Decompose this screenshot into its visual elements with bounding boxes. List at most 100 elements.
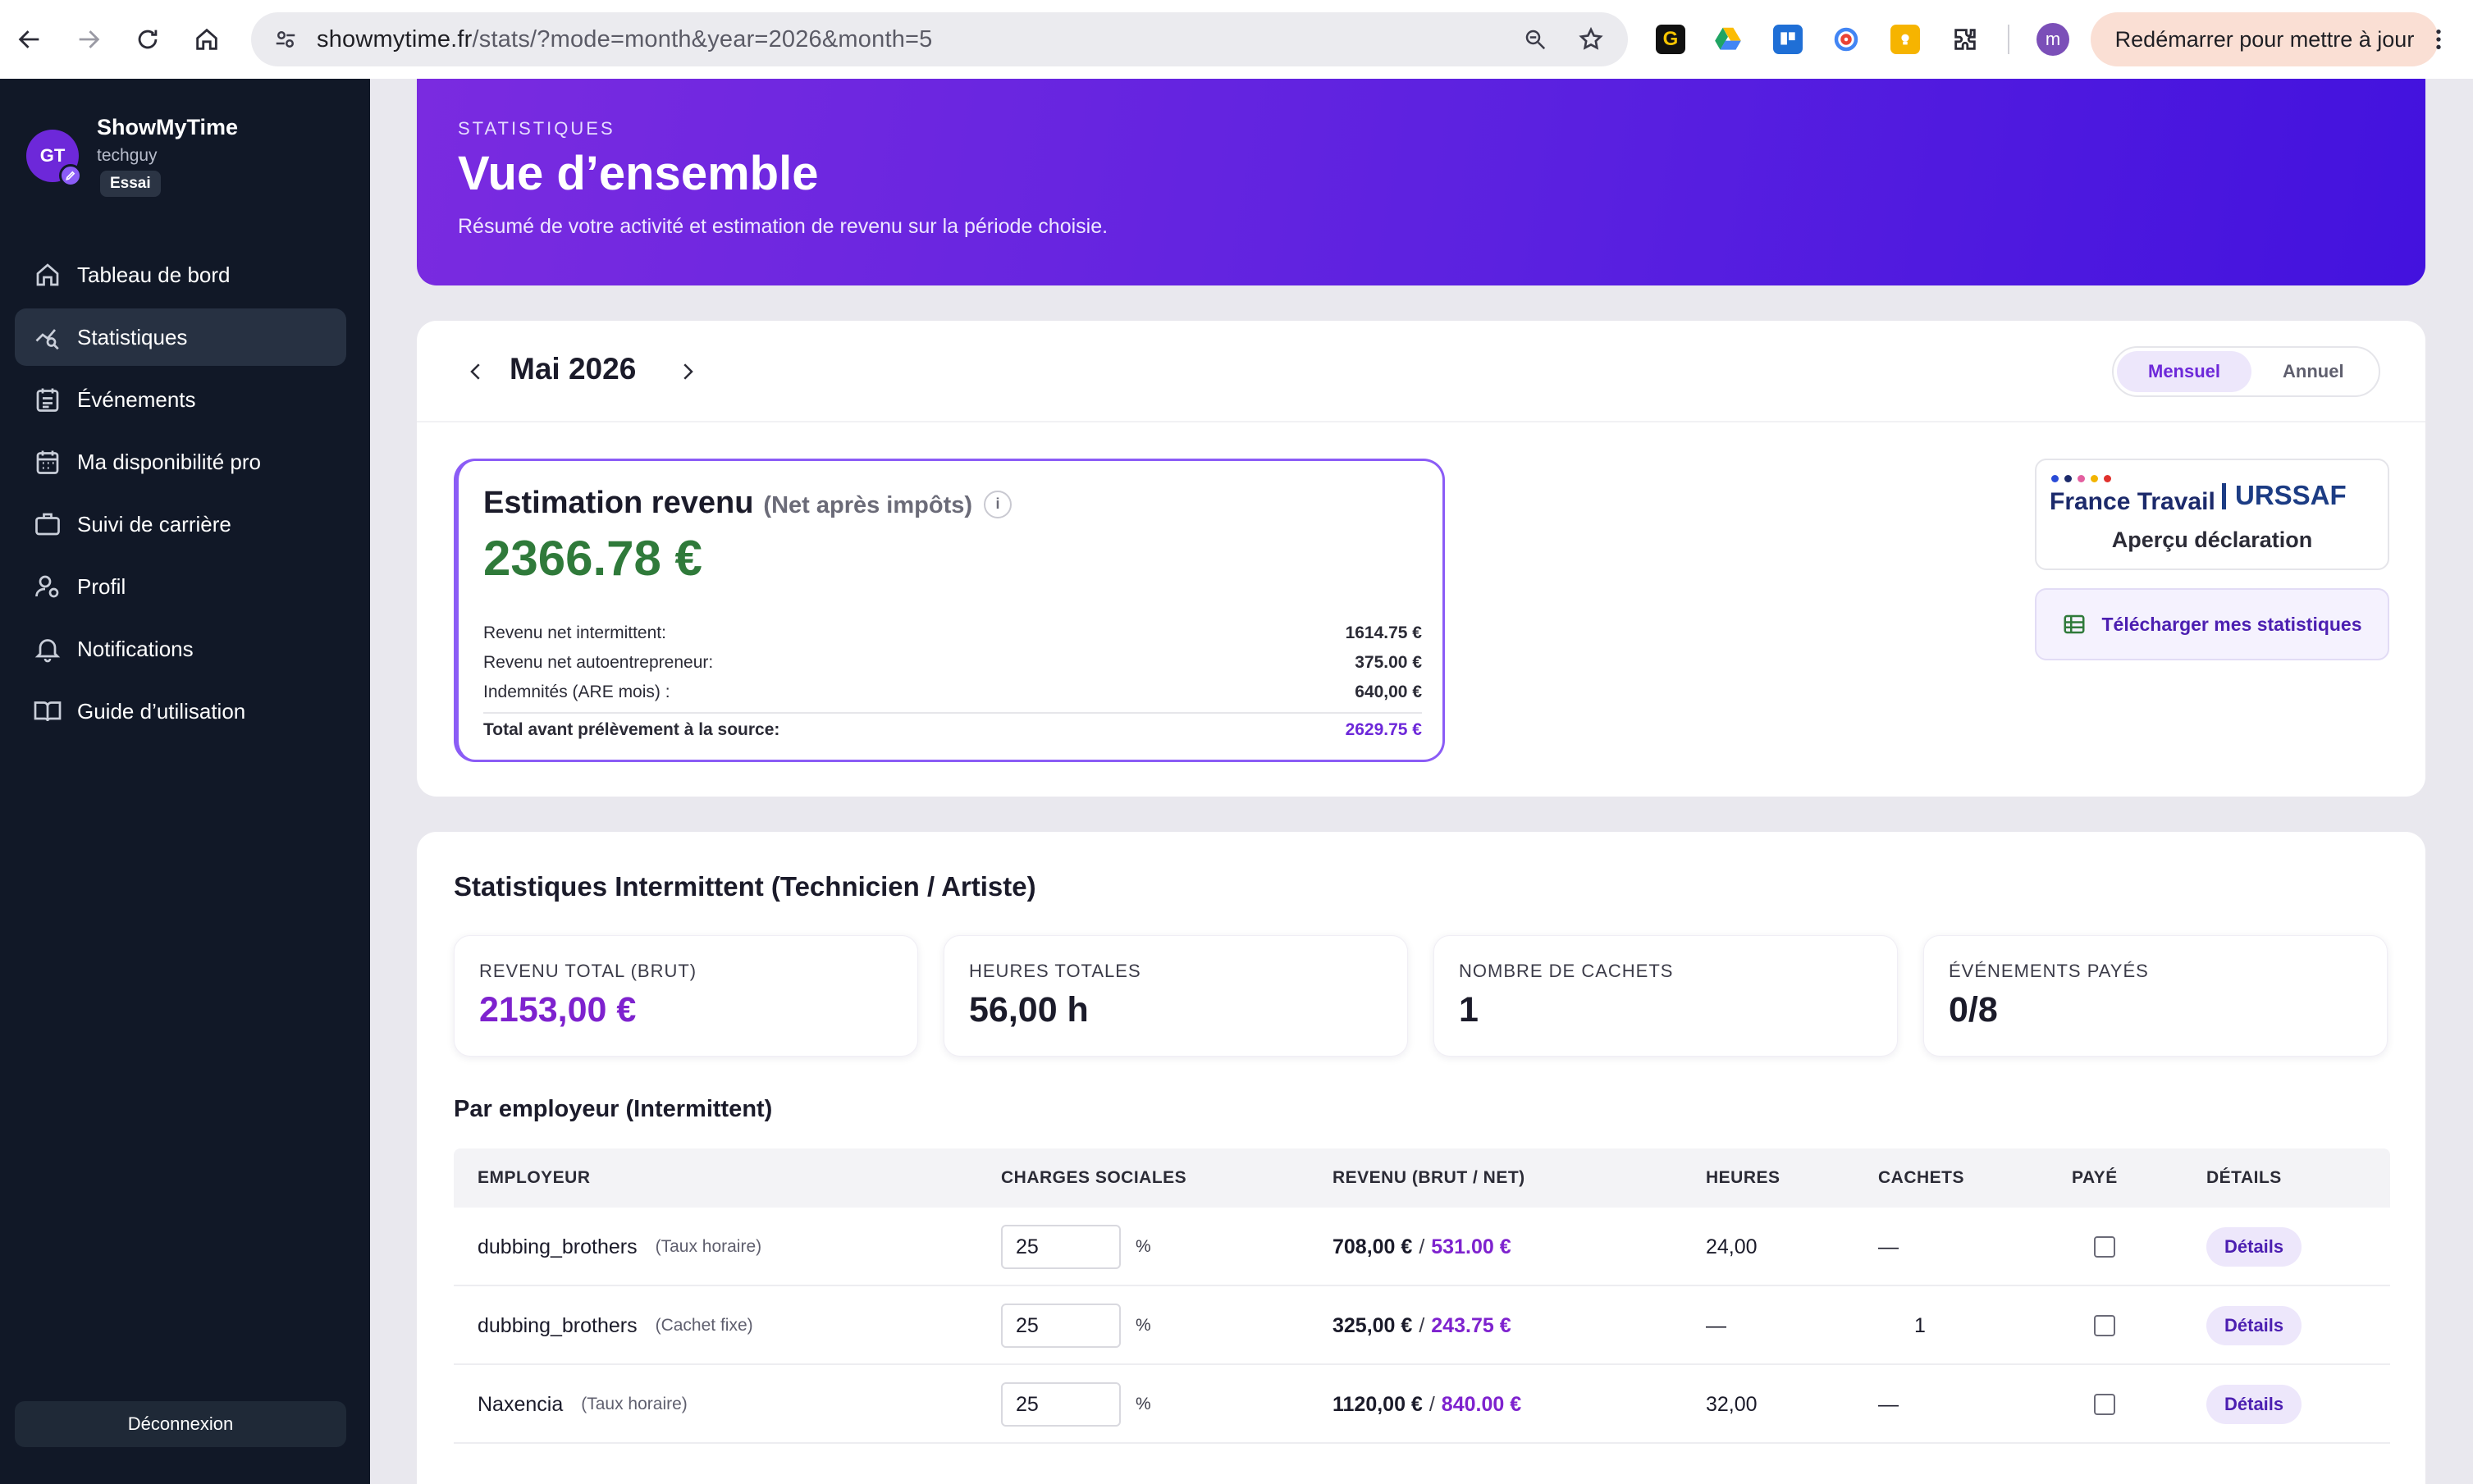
stat-label: ÉVÉNEMENTS PAYÉS — [1949, 961, 2149, 981]
grammarly-extension-icon[interactable]: G — [1651, 20, 1690, 59]
cachets-cell: — — [1878, 1392, 1899, 1416]
period-mode-toggle: Mensuel Annuel — [2112, 346, 2380, 397]
revenue-cell: 325,00 €/243.75 € — [1332, 1313, 1511, 1337]
estimate-title: Estimation revenu (Net après impôts) i — [483, 486, 1013, 521]
reload-icon[interactable] — [125, 16, 171, 62]
chart-search-icon — [35, 329, 59, 350]
employer-table: EMPLOYEUR CHARGES SOCIALES REVENU (BRUT … — [454, 1148, 2390, 1444]
back-icon[interactable] — [7, 16, 53, 62]
charges-cell: 25% — [1001, 1208, 1151, 1286]
mode-monthly-button[interactable]: Mensuel — [2117, 351, 2252, 392]
details-button[interactable]: Détails — [2206, 1306, 2302, 1345]
keep-extension-icon[interactable] — [1886, 20, 1925, 59]
edit-avatar-icon[interactable] — [59, 164, 82, 187]
mode-annual-button[interactable]: Annuel — [2283, 361, 2344, 381]
sidebar-item-guide[interactable]: Guide d’utilisation — [15, 683, 346, 740]
paid-checkbox[interactable] — [2094, 1394, 2115, 1415]
stat-paid-events: ÉVÉNEMENTS PAYÉS 0/8 — [1923, 935, 2388, 1057]
sidebar-item-label: Événements — [77, 386, 196, 412]
download-stats-label: Télécharger mes statistiques — [2101, 613, 2362, 635]
stat-label: NOMBRE DE CACHETS — [1459, 961, 1674, 981]
paid-checkbox[interactable] — [2094, 1315, 2115, 1336]
estimate-breakdown: Revenu net intermittent: 1614.75 € Revenu… — [483, 619, 1422, 742]
sidebar-item-events[interactable]: Événements — [15, 371, 346, 428]
sidebar-item-career[interactable]: Suivi de carrière — [15, 495, 346, 553]
google-lens-extension-icon[interactable] — [1826, 20, 1866, 59]
estimate-row: Indemnités (ARE mois) :640,00 € — [483, 683, 1422, 701]
column-header-details: DÉTAILS — [2206, 1168, 2282, 1187]
period-title: Mai 2026 — [510, 352, 637, 386]
sidebar-item-label: Tableau de bord — [77, 262, 231, 287]
urssaf-logo: URSSAF — [2235, 480, 2347, 510]
paid-cell — [2094, 1365, 2115, 1444]
paid-cell — [2094, 1208, 2115, 1286]
stat-value: 0/8 — [1949, 990, 1998, 1030]
column-header-paid: PAYÉ — [2072, 1168, 2118, 1187]
charges-cell: 25% — [1001, 1365, 1151, 1444]
toolbar-divider — [2008, 25, 2009, 54]
declaration-preview-button[interactable]: France Travail URSSAF Aperçu déclaration — [2035, 459, 2389, 570]
table-row: dubbing_brothers (Cachet fixe) 25% 325,00… — [454, 1286, 2390, 1365]
hero-subtitle: Résumé de votre activité et estimation d… — [458, 215, 1109, 238]
stat-total-hours: HEURES TOTALES 56,00 h — [944, 935, 1408, 1057]
charges-input[interactable]: 25 — [1001, 1225, 1121, 1269]
hours-cell: 32,00 — [1706, 1392, 1758, 1416]
employer-cell: dubbing_brothers (Cachet fixe) — [478, 1313, 753, 1337]
page-title: Vue d’ensemble — [458, 147, 819, 200]
home-icon — [36, 263, 59, 286]
site-settings-icon[interactable] — [269, 23, 302, 56]
overview-hero: STATISTIQUES Vue d’ensemble Résumé de vo… — [417, 79, 2425, 285]
spreadsheet-icon — [2064, 614, 2085, 634]
column-header-revenue: REVENU (BRUT / NET) — [1332, 1168, 1525, 1187]
intermittent-stats-card: Statistiques Intermittent (Technicien / … — [417, 832, 2425, 1484]
logout-button[interactable]: Déconnexion — [15, 1401, 346, 1447]
charges-cell: 25% — [1001, 1286, 1151, 1365]
stat-label: REVENU TOTAL (BRUT) — [479, 961, 697, 981]
charges-input[interactable]: 25 — [1001, 1304, 1121, 1348]
restart-update-button[interactable]: Redémarrer pour mettre à jour — [2091, 12, 2439, 66]
paid-checkbox[interactable] — [2094, 1236, 2115, 1258]
drive-extension-icon[interactable] — [1708, 20, 1748, 59]
briefcase-icon — [35, 513, 60, 536]
download-stats-button[interactable]: Télécharger mes statistiques — [2035, 588, 2389, 660]
sidebar-item-label: Profil — [77, 573, 126, 599]
details-button[interactable]: Détails — [2206, 1227, 2302, 1267]
extensions-puzzle-icon[interactable] — [1945, 20, 1985, 59]
sidebar-item-notifications[interactable]: Notifications — [15, 620, 346, 678]
stat-value: 2153,00 € — [479, 990, 637, 1030]
sidebar-item-profile[interactable]: Profil — [15, 558, 346, 615]
paid-cell — [2094, 1286, 2115, 1365]
sidebar-item-dashboard[interactable]: Tableau de bord — [15, 246, 346, 304]
sidebar-item-label: Guide d’utilisation — [77, 698, 246, 724]
sidebar-menu: Tableau de bord Statistiques Événements … — [15, 246, 346, 745]
bell-icon — [34, 639, 61, 663]
hero-kicker: STATISTIQUES — [458, 118, 615, 139]
plan-badge: Essai — [100, 171, 161, 197]
by-employer-title: Par employeur (Intermittent) — [454, 1096, 773, 1122]
employer-cell: dubbing_brothers (Taux horaire) — [478, 1235, 762, 1258]
sidebar-item-label: Suivi de carrière — [77, 511, 231, 537]
details-cell: Détails — [2206, 1365, 2302, 1444]
zoom-icon[interactable] — [1515, 19, 1556, 60]
profile-avatar[interactable]: m — [2036, 23, 2069, 56]
next-month-icon[interactable] — [671, 354, 704, 390]
browser-menu-icon[interactable] — [2422, 20, 2455, 59]
column-header-charges: CHARGES SOCIALES — [1001, 1168, 1187, 1187]
previous-month-icon[interactable] — [459, 354, 492, 390]
forward-icon[interactable] — [66, 16, 112, 62]
browser-toolbar: showmytime.fr/stats/?mode=month&year=202… — [0, 0, 2473, 79]
trello-extension-icon[interactable] — [1768, 20, 1808, 59]
revenue-cell: 1120,00 €/840.00 € — [1332, 1392, 1522, 1416]
estimate-qualifier: (Net après impôts) — [763, 492, 973, 518]
details-button[interactable]: Détails — [2206, 1385, 2302, 1424]
charges-input[interactable]: 25 — [1001, 1382, 1121, 1427]
info-icon[interactable]: i — [984, 490, 1013, 518]
sidebar-item-availability[interactable]: Ma disponibilité pro — [15, 433, 346, 491]
hours-cell: — — [1706, 1313, 1726, 1337]
home-icon[interactable] — [184, 16, 230, 62]
user-settings-icon — [35, 575, 59, 598]
bookmark-star-icon[interactable] — [1570, 19, 1611, 60]
address-bar[interactable]: showmytime.fr/stats/?mode=month&year=202… — [251, 12, 1628, 66]
book-icon — [34, 701, 62, 722]
sidebar-item-statistics[interactable]: Statistiques — [15, 308, 346, 366]
